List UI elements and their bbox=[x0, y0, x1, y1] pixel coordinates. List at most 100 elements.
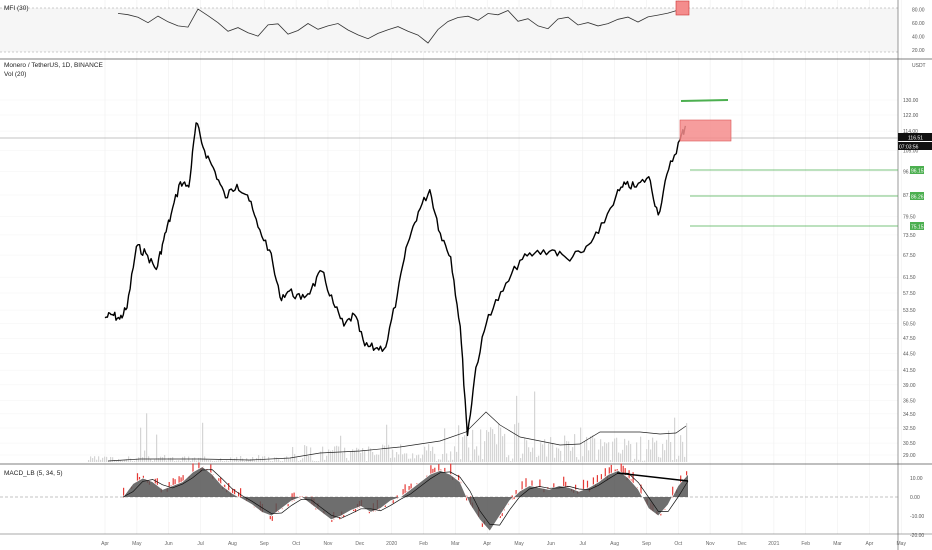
volume-bar bbox=[434, 453, 436, 462]
macd-signal-line bbox=[122, 469, 689, 526]
volume-bar bbox=[514, 424, 516, 462]
macd-hist-bar bbox=[182, 475, 184, 483]
volume-bar bbox=[540, 442, 542, 462]
volume-bar bbox=[464, 435, 466, 462]
macd-hist-bar bbox=[630, 479, 632, 481]
volume-bar bbox=[378, 454, 380, 462]
volume-bar bbox=[318, 461, 320, 462]
x-tick-label: Nov bbox=[706, 541, 715, 547]
volume-bar bbox=[404, 453, 406, 462]
macd-hist-bar bbox=[392, 500, 394, 504]
volume-bar bbox=[342, 452, 344, 462]
volume-bar bbox=[676, 459, 678, 462]
volume-bar bbox=[292, 446, 294, 462]
volume-bar bbox=[598, 449, 600, 462]
volume-bar bbox=[306, 446, 308, 462]
volume-bar bbox=[170, 457, 172, 462]
volume-bar bbox=[134, 460, 136, 462]
volume-bar bbox=[278, 459, 280, 462]
volume-bar bbox=[424, 446, 426, 462]
volume-bar bbox=[280, 461, 282, 462]
x-tick-label: Apr bbox=[101, 541, 109, 547]
x-tick-label: Apr bbox=[483, 541, 491, 547]
macd-hist-bar bbox=[410, 483, 412, 490]
green-resistance-line[interactable] bbox=[680, 99, 729, 102]
macd-hist-bar bbox=[198, 462, 200, 470]
volume-bar bbox=[176, 460, 178, 462]
macd-hist-bar bbox=[440, 469, 442, 471]
volume-bar bbox=[266, 460, 268, 462]
volume-bar bbox=[682, 441, 684, 462]
volume-bar bbox=[352, 449, 354, 462]
macd-divergence-line[interactable] bbox=[616, 472, 689, 482]
x-tick-label: Feb bbox=[801, 541, 810, 547]
x-tick-label: Jul bbox=[197, 541, 203, 547]
volume-bar bbox=[140, 427, 142, 462]
red-zone-box[interactable] bbox=[679, 119, 732, 142]
macd-hist-bar bbox=[672, 486, 674, 498]
x-tick-label: Oct bbox=[674, 541, 682, 547]
volume-bar bbox=[656, 440, 658, 462]
macd-hist-bar bbox=[565, 481, 567, 488]
volume-bar bbox=[674, 417, 676, 462]
price-axis: 130.00 122.00 114.00 105.00 96.00 87.00 79.50 7… bbox=[903, 98, 919, 459]
volume-bar bbox=[250, 458, 252, 462]
volume-bar bbox=[442, 453, 444, 462]
volume-bar bbox=[192, 458, 194, 462]
macd-hist-bar bbox=[384, 505, 386, 507]
price-tick-label: 87.00 bbox=[903, 193, 916, 199]
mfi-highlight-box[interactable] bbox=[675, 0, 690, 16]
mfi-axis: 80.00 60.00 40.00 20.00 bbox=[912, 7, 925, 54]
volume-bar bbox=[122, 461, 124, 462]
volume-bar bbox=[388, 444, 390, 462]
macd-title: MACD_LB (5, 34, 5) bbox=[4, 470, 63, 477]
volume-bar bbox=[420, 458, 422, 462]
macd-hist-bar bbox=[168, 482, 170, 488]
volume-bar bbox=[578, 459, 580, 462]
volume-bar bbox=[394, 457, 396, 462]
volume-bar bbox=[88, 460, 90, 462]
volume-bar bbox=[492, 429, 494, 462]
macd-hist-bar bbox=[563, 476, 565, 487]
volume-bar bbox=[594, 438, 596, 462]
volume-bar bbox=[290, 457, 292, 462]
main-title: Monero / TetherUS, 1D, BINANCE bbox=[4, 62, 104, 69]
volume-bar bbox=[636, 442, 638, 462]
volume-bar bbox=[376, 454, 378, 462]
volume-bar bbox=[322, 446, 324, 462]
volume-bar bbox=[138, 457, 140, 462]
green-tag-2: 86.26 bbox=[911, 195, 924, 201]
macd-tick-label: -20.00 bbox=[910, 533, 924, 539]
volume-bar bbox=[116, 461, 118, 462]
volume-bar bbox=[144, 450, 146, 462]
volume-bar bbox=[196, 460, 198, 462]
volume-bar bbox=[130, 458, 132, 462]
volume-bar bbox=[330, 450, 332, 462]
volume-bar bbox=[444, 428, 446, 462]
volume-bar bbox=[454, 446, 456, 462]
volume-bar bbox=[340, 435, 342, 462]
volume-bar bbox=[220, 458, 222, 462]
volume-bar bbox=[468, 447, 470, 462]
macd-hist-bar bbox=[586, 480, 589, 489]
volume-bar bbox=[528, 447, 530, 462]
volume-bar bbox=[366, 461, 368, 462]
x-tick-label: Apr bbox=[866, 541, 874, 547]
volume-bar bbox=[570, 450, 572, 462]
volume-bar bbox=[398, 454, 400, 462]
macd-hist-bar bbox=[154, 478, 156, 484]
volume-bar bbox=[400, 444, 402, 462]
volume-bar bbox=[272, 461, 274, 462]
volume-bar bbox=[500, 427, 502, 462]
volume-bar bbox=[602, 446, 604, 462]
volume-bar bbox=[288, 458, 290, 462]
macd-hist-bar bbox=[353, 509, 355, 511]
x-tick-label: Aug bbox=[228, 541, 237, 547]
volume-bar bbox=[244, 461, 246, 462]
volume-bar bbox=[396, 452, 398, 462]
volume-bar bbox=[476, 446, 478, 462]
green-tag-3-bg bbox=[910, 222, 924, 230]
volume-bar bbox=[212, 460, 214, 462]
volume-bar bbox=[98, 456, 100, 462]
